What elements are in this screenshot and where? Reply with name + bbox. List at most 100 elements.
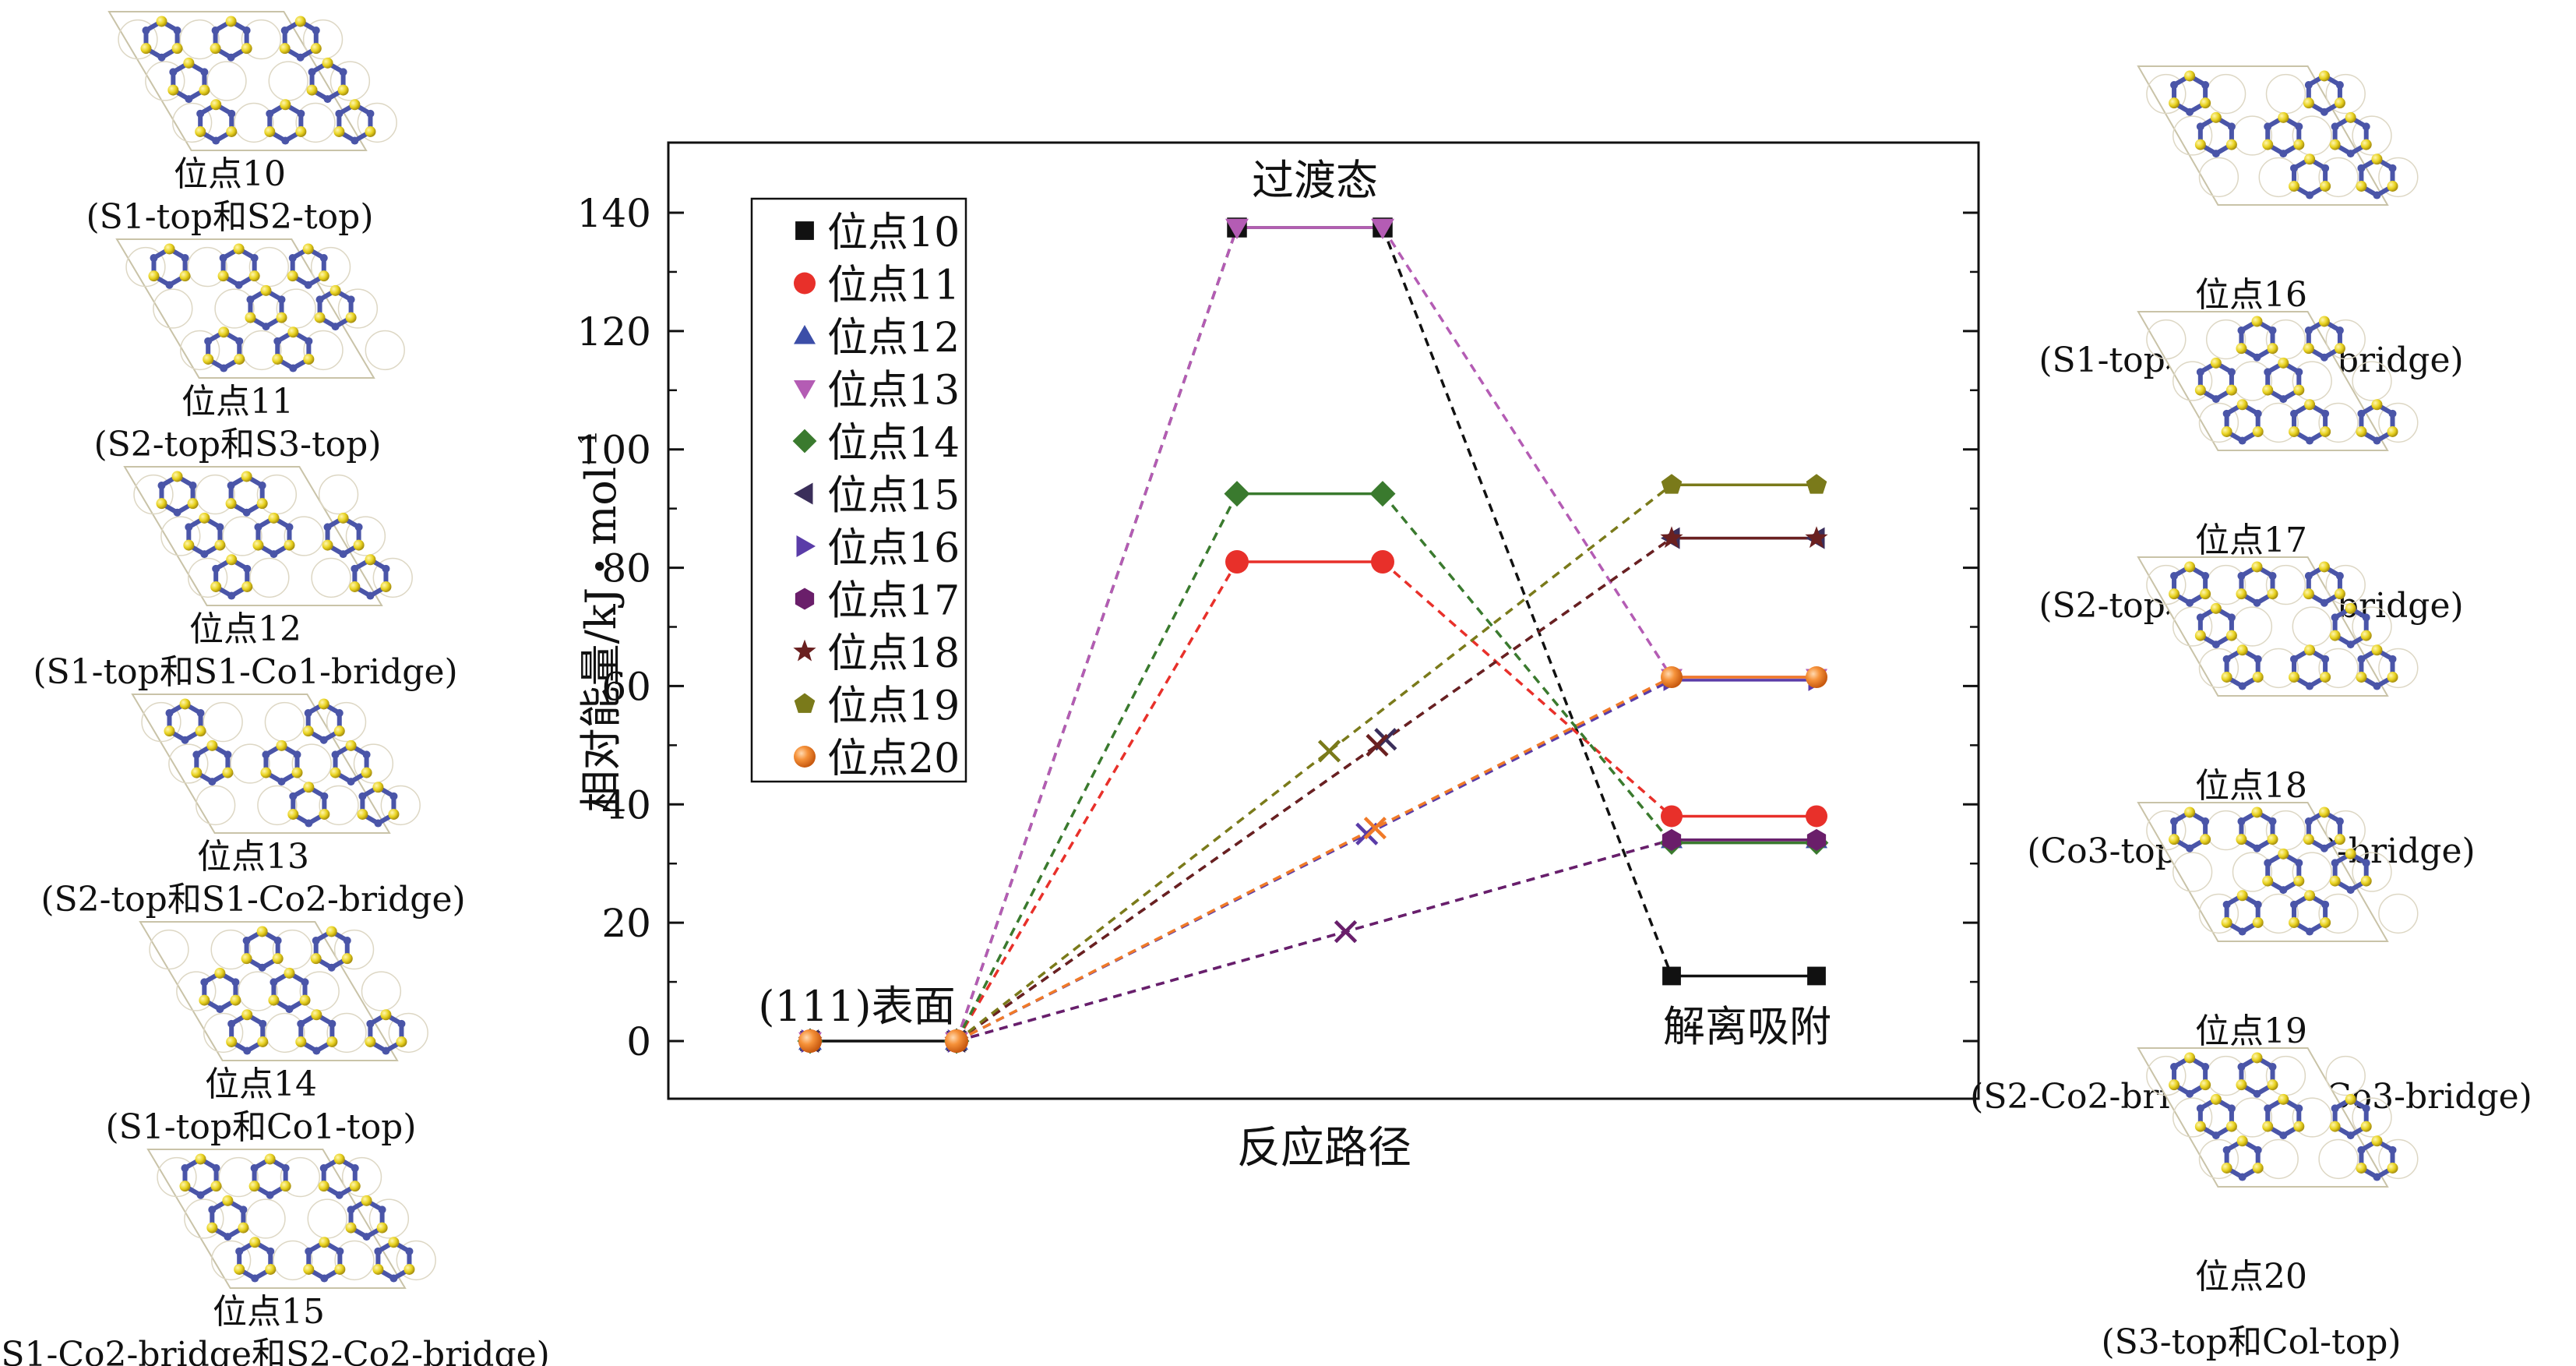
- structure-panel-label: 位点14: [205, 1064, 317, 1104]
- legend-label: 位点11: [827, 263, 960, 309]
- legend-marker-位点16: [796, 535, 816, 557]
- y-tick-label: 60: [601, 664, 651, 709]
- series-位点11-ts-marker-2: [1371, 549, 1394, 574]
- y-tick-label: 40: [601, 782, 651, 828]
- series-位点11-from-ts: [1381, 560, 1673, 817]
- legend-label: 位点15: [827, 473, 960, 520]
- stage-label-surface: (111)表面: [758, 982, 955, 1031]
- series-位点13-ts-marker-1: [1225, 218, 1249, 239]
- structure-panel-位点15: 位点15(S1-Co2-bridge和S2-Co2-bridge): [0, 1149, 550, 1366]
- structure-panel-位点20: 位点20 (S3-top和Col-top): [2101, 1047, 2419, 1362]
- series-位点13-ts-marker-2: [1371, 218, 1394, 239]
- structure-panel-desc: (S2-top和S3-top): [93, 425, 381, 464]
- structure-panel-label: 位点17: [2195, 521, 2307, 560]
- y-axis-label-main: 相对能量/kJ・mol: [576, 467, 625, 813]
- y-tick-label: 120: [577, 309, 651, 355]
- series-位点19-path: [955, 483, 1673, 1043]
- structure-panel-位点12: 位点12(S1-top和S1-Co1-bridge): [33, 466, 458, 692]
- series-位点11-final-marker-2: [1806, 805, 1827, 828]
- structure-panel-desc: (S2-top和S1-Co2-bridge): [41, 880, 465, 919]
- series-位点10-final-marker-2: [1807, 966, 1826, 986]
- series-lines: [810, 226, 1817, 1043]
- legend-marker-位点15: [794, 482, 813, 505]
- series-位点20-surface-marker-2: [945, 1029, 968, 1053]
- legend-label: 位点14: [827, 420, 960, 467]
- structure-panel-label: 位点16: [2195, 275, 2307, 315]
- legend-marker-位点20: [794, 746, 816, 768]
- series-位点19-final-marker-2: [1806, 474, 1827, 494]
- series-位点10-from-ts: [1381, 227, 1673, 977]
- series-位点18-final-marker-1: [1660, 526, 1683, 549]
- series-位点14-to-ts: [955, 492, 1239, 1042]
- structure-panel-位点14: 位点14(S1-top和Co1-top): [105, 921, 428, 1147]
- svg-text:相对能量/kJ・mol−1: 相对能量/kJ・mol−1: [573, 430, 625, 813]
- series-位点18-final-marker-2: [1805, 526, 1828, 549]
- series-位点19-final-marker-1: [1661, 474, 1683, 494]
- series-位点18-path: [955, 537, 1673, 1043]
- y-tick-label: 0: [626, 1019, 651, 1064]
- series-位点20-path: [956, 676, 1672, 1043]
- legend-marker-位点17: [795, 588, 815, 610]
- y-axis-label-sup: −1: [573, 430, 603, 467]
- series-位点11-ts-marker-1: [1225, 549, 1249, 574]
- series-位点11-final-marker-1: [1661, 805, 1683, 828]
- y-tick-label: 20: [601, 901, 651, 946]
- legend-label: 位点16: [827, 525, 960, 572]
- series-位点20-final-marker-2: [1806, 666, 1827, 689]
- structure-panel-位点10: 位点10(S1-top和S2-top): [86, 11, 397, 237]
- series-位点20-surface-marker-1: [798, 1029, 822, 1053]
- structure-image: [146, 1149, 436, 1289]
- y-tick-label: 100: [577, 428, 651, 473]
- structure-image: [2137, 65, 2419, 206]
- structure-panel-label: 位点12: [189, 609, 301, 649]
- structure-image: [2137, 311, 2419, 451]
- legend-marker-位点14: [792, 429, 817, 454]
- series-位点17-final-marker-1: [1662, 828, 1682, 851]
- series-markers: [797, 217, 1829, 1054]
- legend-label: 位点10: [827, 210, 960, 256]
- legend-marker-位点13: [794, 380, 816, 400]
- y-tick-label: 80: [601, 546, 651, 591]
- series-位点20-ts-cross: [1363, 817, 1387, 840]
- y-axis-label: 相对能量/kJ・mol−1: [573, 430, 625, 813]
- legend-marker-位点11: [794, 272, 816, 295]
- structure-image: [139, 921, 428, 1061]
- structure-panel-desc: (S1-top和S1-Co1-bridge): [33, 652, 457, 692]
- structure-panel-位点18: 位点18(Co3-top和S2-Co3-bridge): [2027, 556, 2476, 871]
- legend-marker-位点12: [794, 325, 816, 344]
- series-位点17-ts-cross: [1334, 919, 1358, 944]
- series-位点11-to-ts: [955, 561, 1239, 1042]
- legend-label: 位点19: [827, 683, 960, 730]
- series-位点14-ts-marker-2: [1369, 481, 1396, 507]
- structure-panel-label: 位点10: [174, 154, 286, 194]
- structure-panel-label: 位点19: [2195, 1011, 2307, 1051]
- legend: 位点10 位点11 位点12 位点13 位点14 位点15 位点16 位点17 位点18 位点19…: [750, 197, 967, 783]
- y-axis: 0 20 40 60 80 100 120 140: [577, 191, 1979, 1064]
- series-位点14-ts-marker-1: [1224, 481, 1250, 507]
- structure-panel-desc: (S1-top和Co1-top): [105, 1107, 416, 1147]
- structure-image: [2137, 556, 2419, 697]
- structure-panel-desc: (S1-top和S2-top): [86, 197, 373, 237]
- legend-label: 位点17: [827, 578, 960, 625]
- structure-image: [2137, 802, 2419, 942]
- legend-label: 位点13: [827, 368, 960, 415]
- structure-panel-label: 位点15: [213, 1292, 325, 1332]
- structure-image: [107, 11, 397, 151]
- legend-marker-位点18: [793, 639, 816, 662]
- structure-panel-desc: (S1-Co2-bridge和S2-Co2-bridge): [0, 1335, 550, 1366]
- structure-panel-desc: (S3-top和Col-top): [2101, 1322, 2401, 1362]
- structure-image: [2137, 1047, 2419, 1188]
- structure-panel-label: 位点11: [181, 382, 294, 422]
- structure-panels: 位点10(S1-top和S2-top)位点11(S2-top和S3-top)位点…: [0, 11, 2532, 1366]
- structure-panel-label: 位点18: [2195, 766, 2307, 806]
- series-位点10-final-marker-1: [1662, 966, 1681, 986]
- structure-image: [115, 238, 405, 379]
- series-位点13-from-ts: [1381, 227, 1673, 678]
- series-位点18-ts-cross: [1366, 733, 1389, 757]
- structure-image: [123, 466, 413, 606]
- legend-box: [750, 197, 967, 783]
- legend-label: 位点12: [827, 315, 960, 362]
- y-tick-label: 140: [577, 191, 651, 236]
- structure-image: [131, 694, 421, 834]
